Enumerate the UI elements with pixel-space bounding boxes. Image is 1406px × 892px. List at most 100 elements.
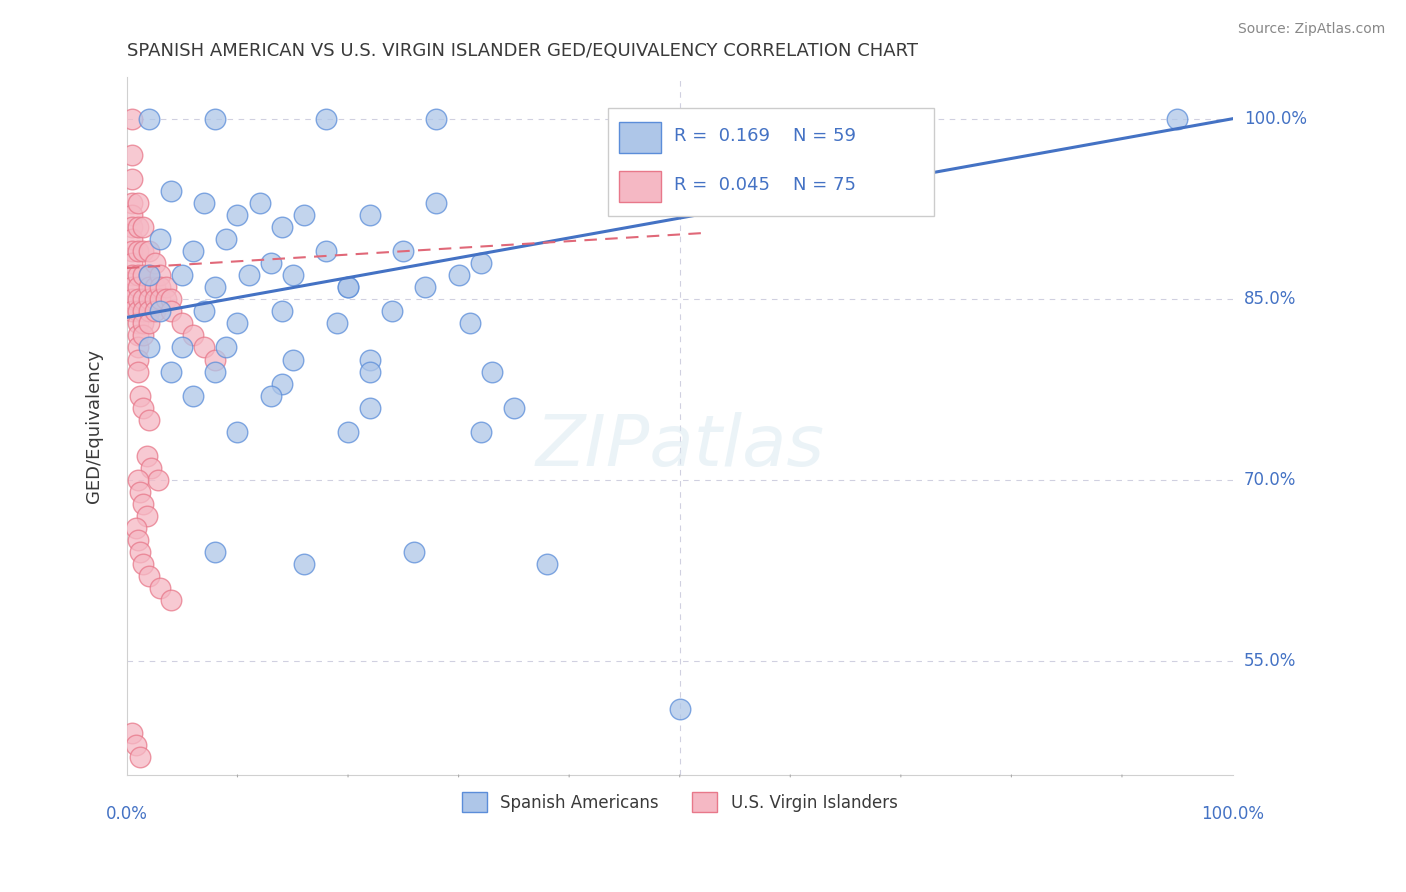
Point bbox=[132, 328, 155, 343]
Point bbox=[129, 485, 152, 500]
Point bbox=[359, 352, 381, 367]
Point bbox=[138, 293, 160, 307]
Point bbox=[143, 280, 166, 294]
Point bbox=[215, 341, 238, 355]
Point bbox=[127, 328, 149, 343]
Point bbox=[226, 425, 249, 439]
Point bbox=[121, 172, 143, 186]
Point bbox=[138, 317, 160, 331]
Text: 70.0%: 70.0% bbox=[1244, 471, 1296, 489]
Point bbox=[215, 232, 238, 246]
Point bbox=[481, 365, 503, 379]
Point bbox=[132, 317, 155, 331]
Point bbox=[226, 317, 249, 331]
Point bbox=[125, 521, 148, 535]
FancyBboxPatch shape bbox=[619, 122, 661, 153]
Point bbox=[127, 220, 149, 235]
Point bbox=[292, 558, 315, 572]
Point bbox=[127, 317, 149, 331]
Point bbox=[138, 268, 160, 283]
Text: 0.0%: 0.0% bbox=[105, 805, 148, 823]
Point bbox=[172, 341, 194, 355]
Point bbox=[141, 461, 163, 475]
Point bbox=[146, 473, 169, 487]
Point bbox=[121, 208, 143, 222]
Point bbox=[502, 401, 524, 415]
Point bbox=[160, 365, 183, 379]
Point bbox=[193, 196, 215, 211]
Point bbox=[226, 208, 249, 222]
Point bbox=[149, 232, 172, 246]
Point bbox=[315, 112, 337, 126]
Point bbox=[127, 365, 149, 379]
Point bbox=[149, 293, 172, 307]
Point bbox=[181, 244, 204, 259]
Point bbox=[127, 533, 149, 548]
Point bbox=[193, 341, 215, 355]
Point bbox=[204, 365, 226, 379]
Point bbox=[121, 148, 143, 162]
Point bbox=[193, 304, 215, 318]
Point bbox=[127, 293, 149, 307]
Point bbox=[129, 545, 152, 559]
Point bbox=[129, 750, 152, 764]
Point bbox=[470, 256, 492, 270]
Point bbox=[127, 341, 149, 355]
Point bbox=[149, 280, 172, 294]
Point bbox=[127, 352, 149, 367]
Point bbox=[337, 425, 360, 439]
Text: SPANISH AMERICAN VS U.S. VIRGIN ISLANDER GED/EQUIVALENCY CORRELATION CHART: SPANISH AMERICAN VS U.S. VIRGIN ISLANDER… bbox=[127, 42, 918, 60]
Point bbox=[121, 244, 143, 259]
Point bbox=[404, 545, 426, 559]
Point bbox=[447, 268, 470, 283]
Point bbox=[536, 558, 558, 572]
Point bbox=[138, 569, 160, 583]
Point bbox=[204, 352, 226, 367]
Point bbox=[132, 401, 155, 415]
FancyBboxPatch shape bbox=[619, 171, 661, 202]
Point bbox=[121, 220, 143, 235]
Text: R =  0.045    N = 75: R = 0.045 N = 75 bbox=[675, 176, 856, 194]
Point bbox=[121, 196, 143, 211]
Point bbox=[425, 196, 447, 211]
Point bbox=[132, 220, 155, 235]
Point bbox=[127, 196, 149, 211]
Point bbox=[1166, 112, 1188, 126]
Point bbox=[270, 304, 292, 318]
Point bbox=[149, 304, 172, 318]
Point bbox=[149, 268, 172, 283]
Point bbox=[143, 304, 166, 318]
Point bbox=[143, 256, 166, 270]
Text: R =  0.169    N = 59: R = 0.169 N = 59 bbox=[675, 127, 856, 145]
Point bbox=[160, 304, 183, 318]
Point bbox=[121, 280, 143, 294]
Point bbox=[172, 268, 194, 283]
Point bbox=[155, 293, 177, 307]
Text: ZIPatlas: ZIPatlas bbox=[536, 412, 824, 481]
Point bbox=[132, 558, 155, 572]
Point bbox=[127, 268, 149, 283]
Point bbox=[138, 304, 160, 318]
Point bbox=[292, 208, 315, 222]
Y-axis label: GED/Equivalency: GED/Equivalency bbox=[86, 349, 103, 503]
Point bbox=[425, 112, 447, 126]
Point bbox=[172, 317, 194, 331]
Point bbox=[181, 389, 204, 403]
Point bbox=[337, 280, 360, 294]
Point bbox=[359, 208, 381, 222]
Point bbox=[470, 425, 492, 439]
Point bbox=[121, 256, 143, 270]
Point bbox=[337, 280, 360, 294]
Point bbox=[249, 196, 271, 211]
Point bbox=[149, 582, 172, 596]
Point bbox=[204, 280, 226, 294]
Point bbox=[392, 244, 415, 259]
Text: Source: ZipAtlas.com: Source: ZipAtlas.com bbox=[1237, 22, 1385, 37]
Point bbox=[135, 449, 157, 463]
Point bbox=[270, 376, 292, 391]
Point bbox=[381, 304, 404, 318]
Text: 100.0%: 100.0% bbox=[1201, 805, 1264, 823]
Point bbox=[315, 244, 337, 259]
Point bbox=[121, 268, 143, 283]
Point bbox=[326, 317, 349, 331]
